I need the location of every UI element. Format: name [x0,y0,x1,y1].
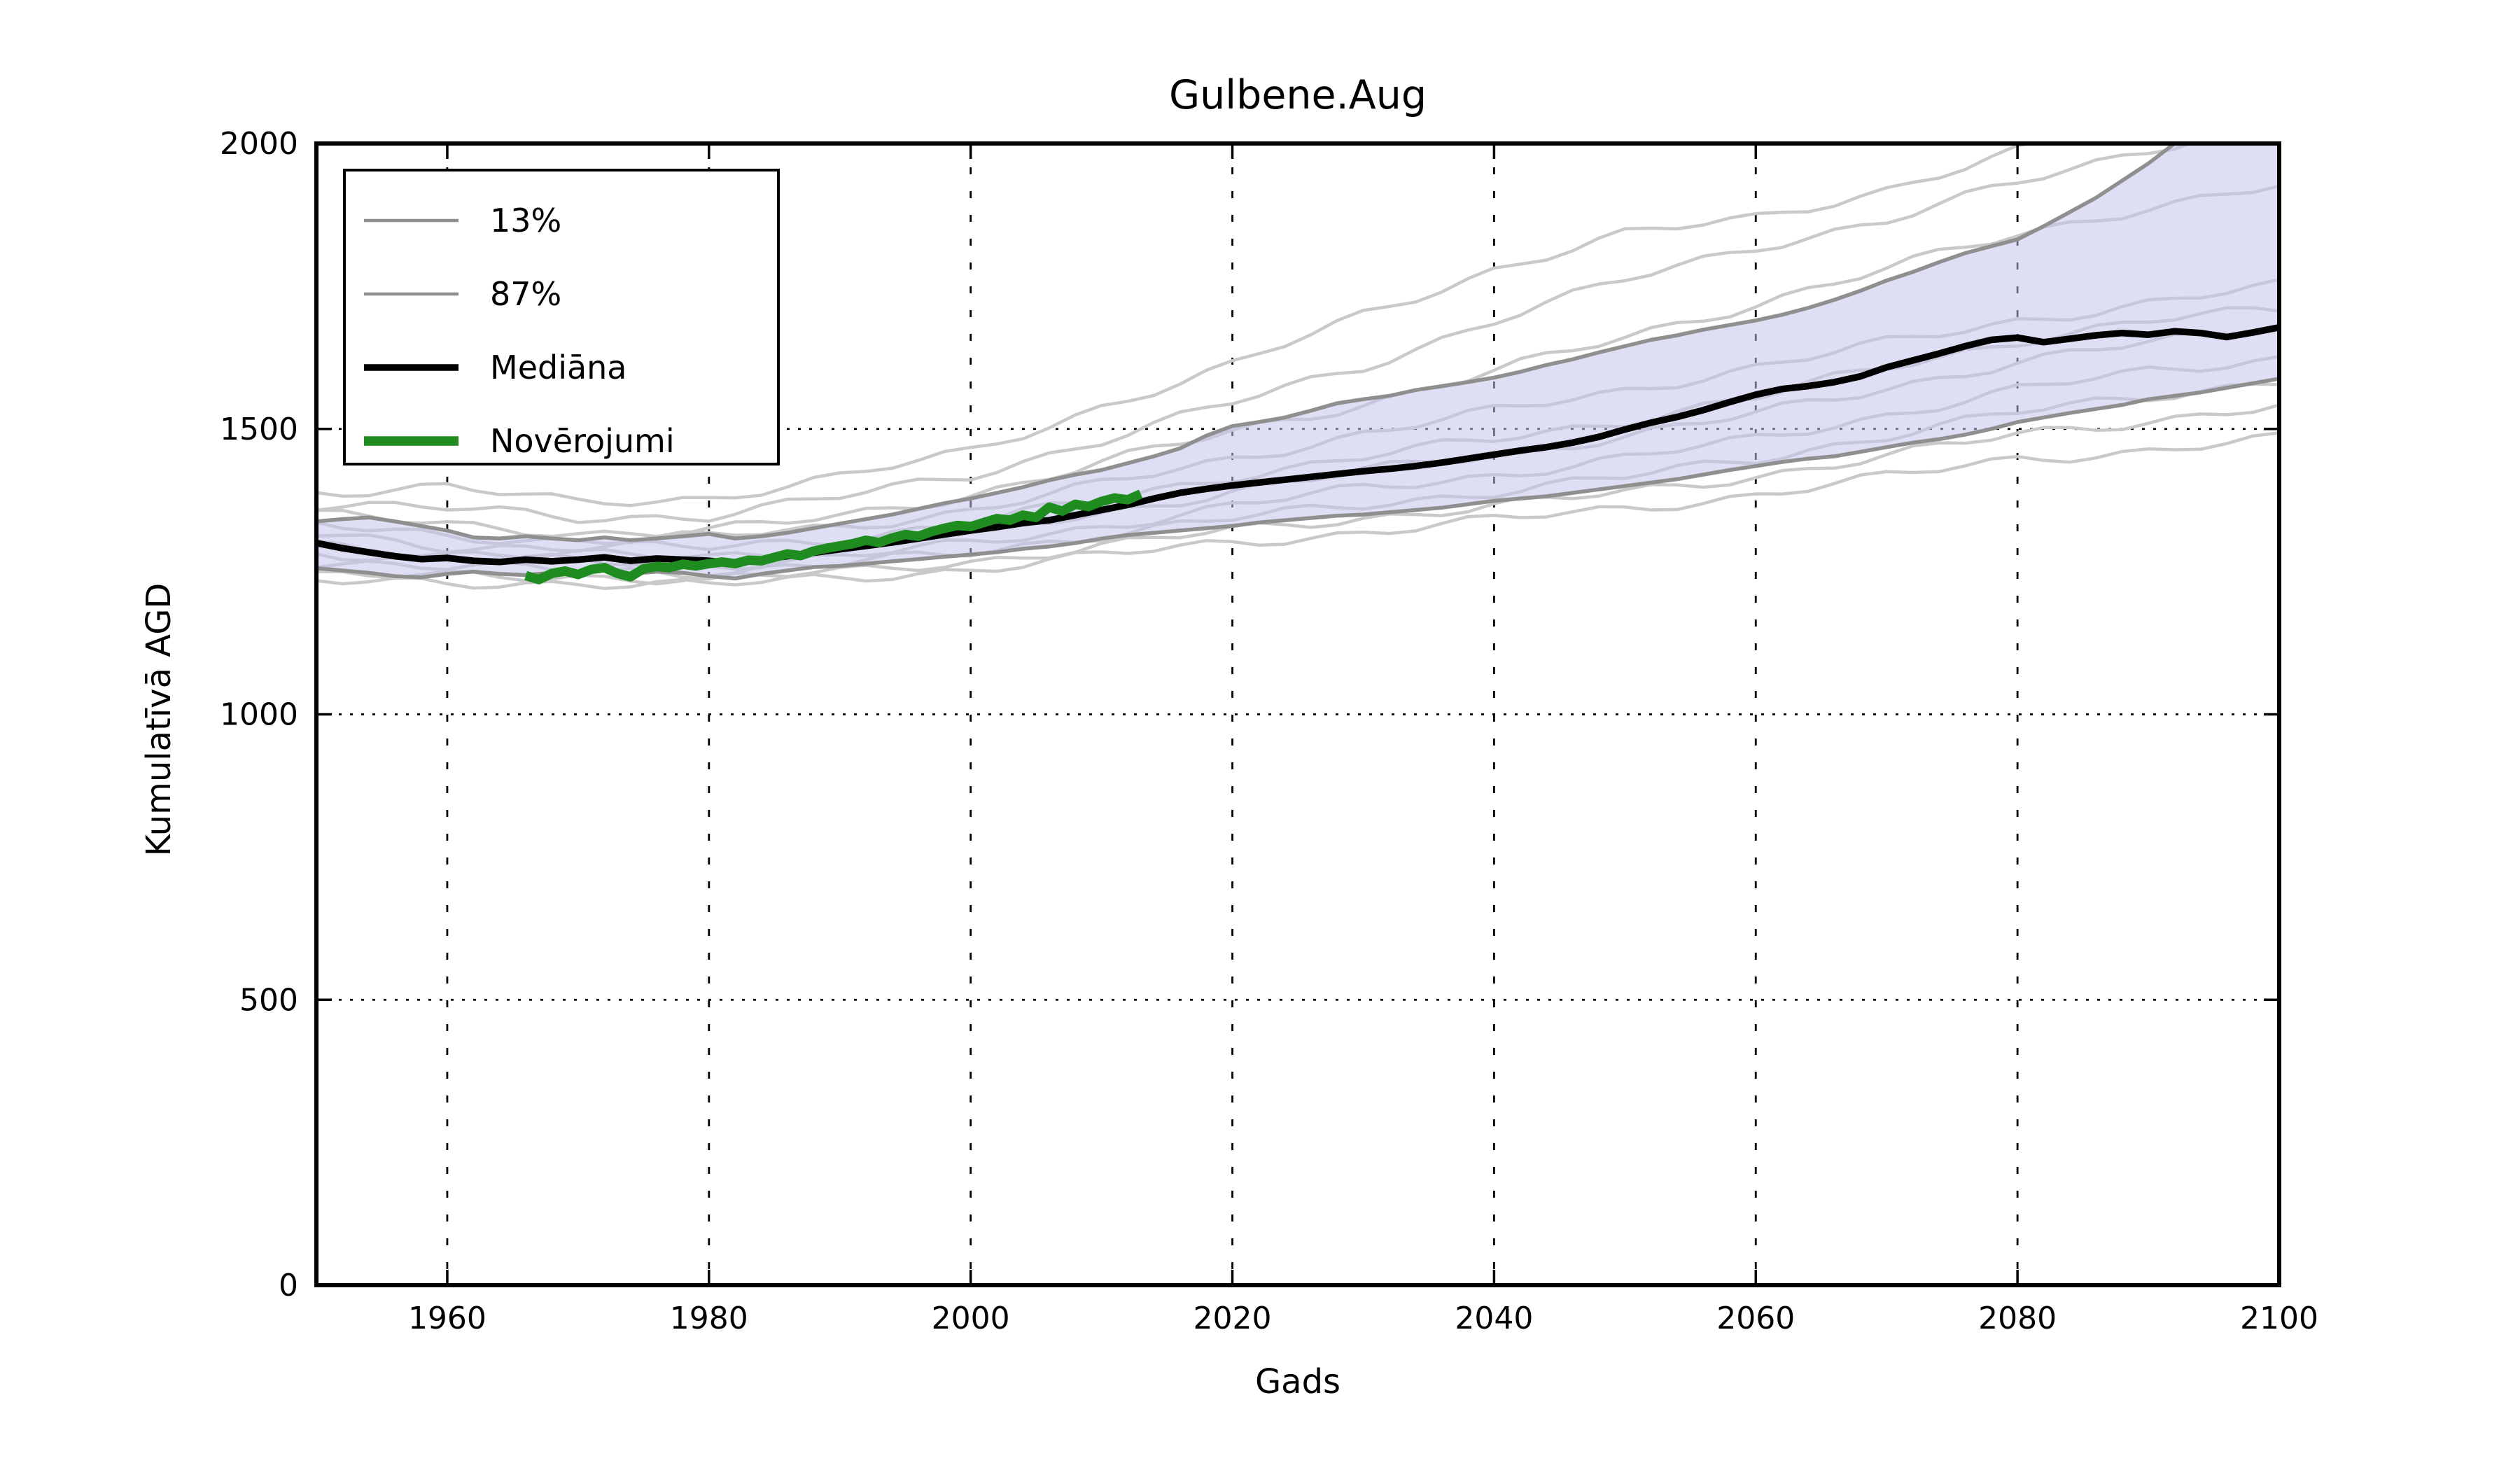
chart-title: Gulbene.Aug [1169,72,1427,118]
legend-label-13pct: 13% [490,202,561,239]
series-median [316,323,2279,567]
plot-area [316,144,2279,590]
x-axis-label: Gads [1255,1362,1340,1401]
legend: 13% 87% Mediāna Novērojumi [343,169,780,465]
ensemble-line [316,144,2194,524]
ensemble-line [316,431,2279,590]
y-tick-label: 0 [279,1268,298,1303]
series-percentile-high [316,144,2181,542]
legend-label-87pct: 87% [490,275,561,313]
x-tick-label: 1980 [670,1301,748,1336]
series-observations [524,489,1143,584]
x-tick-label: 2000 [932,1301,1010,1336]
legend-label-noverojumi: Novērojumi [490,422,675,460]
y-tick-label: 1500 [220,412,298,447]
uncertainty-band [316,144,2279,579]
x-tick-label: 2080 [1978,1301,2057,1336]
x-tick-label: 2100 [2240,1301,2318,1336]
y-tick-label: 2000 [220,126,298,162]
y-tick-label: 1000 [220,697,298,733]
tick-labels: 1960 1980 2000 2020 2040 2060 2080 2100 0 500 1000… [220,126,2318,1336]
x-tick-label: 2060 [1716,1301,1795,1336]
legend-label-mediana: Mediāna [490,349,627,386]
y-axis-label: Kumulatīvā AGD [139,583,178,857]
x-tick-label: 1960 [408,1301,486,1336]
x-tick-label: 2020 [1194,1301,1272,1336]
axes-frame [314,141,2281,1287]
ensemble-line [316,144,2042,507]
y-tick-label: 500 [239,982,298,1018]
ensemble-line [316,403,2279,586]
x-tick-label: 2040 [1455,1301,1533,1336]
